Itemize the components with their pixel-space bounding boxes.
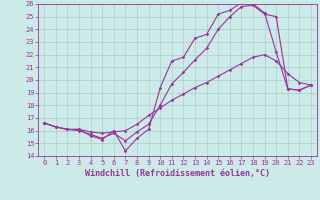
X-axis label: Windchill (Refroidissement éolien,°C): Windchill (Refroidissement éolien,°C) — [85, 169, 270, 178]
